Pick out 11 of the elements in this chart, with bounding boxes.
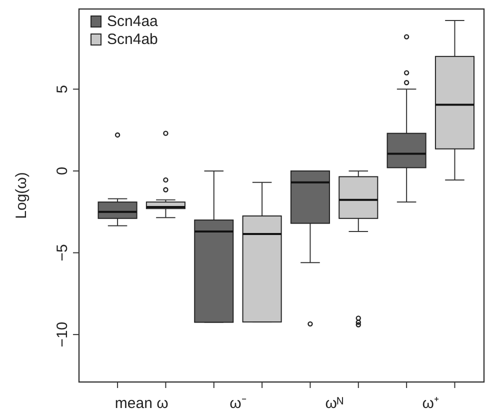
x-tick-label: ω⁺ [422,395,440,412]
legend-label: Scn4ab [107,31,158,48]
x-tick-label: mean ω [114,395,169,412]
legend-label: Scn4aa [107,13,159,30]
y-axis-title: Log(ω) [13,172,30,219]
y-tick-label: 5 [54,84,71,94]
y-tick-label: 0 [54,166,71,176]
x-tick-label: ω⁻ [230,395,246,412]
x-tick-label: ωᴺ [325,395,344,412]
y-tick-label: −5 [54,244,71,262]
y-tick-label: −10 [54,322,71,348]
